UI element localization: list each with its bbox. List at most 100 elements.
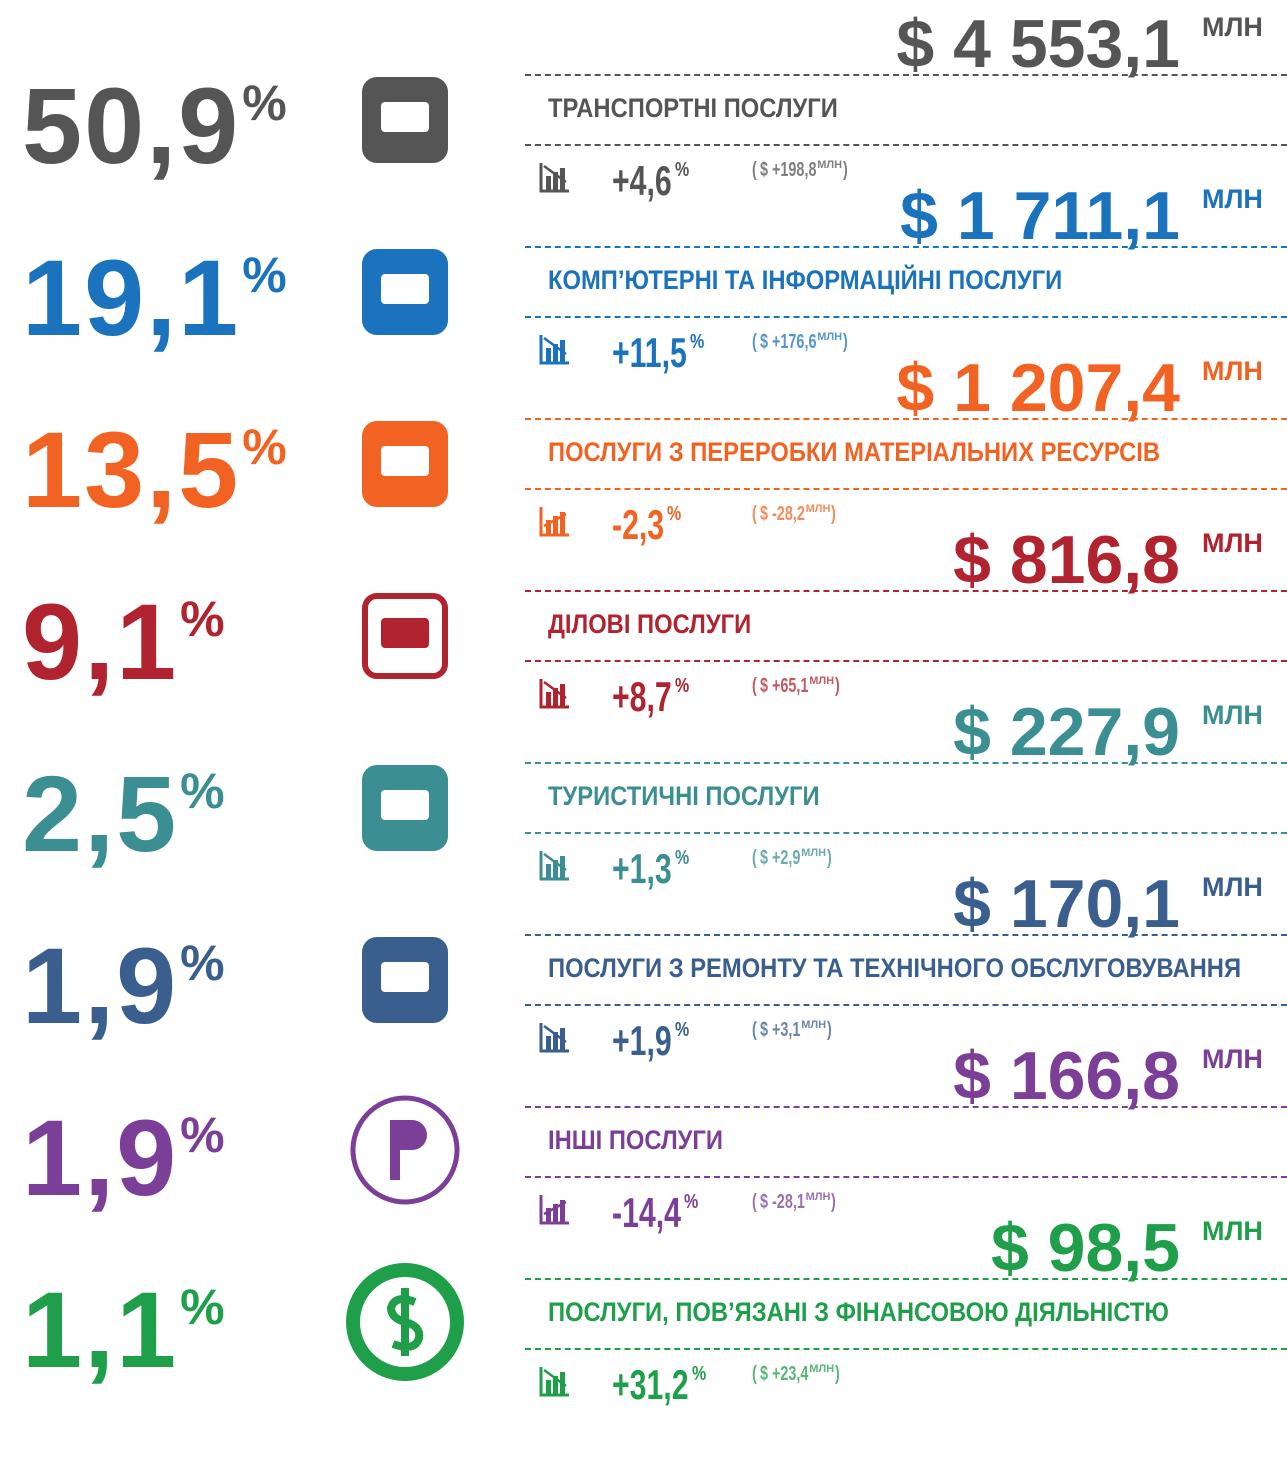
share-value: 9,1 bbox=[22, 581, 179, 702]
trend-icon bbox=[539, 1367, 569, 1397]
trend-icon bbox=[539, 163, 569, 193]
bracket-open: ( bbox=[752, 503, 757, 525]
divider bbox=[525, 590, 1287, 592]
divider bbox=[525, 488, 1287, 490]
bracket-open: ( bbox=[752, 675, 757, 697]
share-value: 1,9 bbox=[22, 925, 179, 1046]
category-icon bbox=[362, 937, 448, 1023]
bracket-close: ) bbox=[827, 1019, 832, 1041]
share-percent-sign: % bbox=[180, 935, 225, 991]
category-name: ТРАНСПОРТНІ ПОСЛУГИ bbox=[548, 93, 838, 123]
share-value: 50,9 bbox=[22, 65, 241, 186]
amount-unit: МЛН bbox=[1202, 1216, 1263, 1246]
share-percent-sign: % bbox=[242, 247, 287, 303]
change-value: +11,5 bbox=[612, 329, 687, 376]
bracket-close: ) bbox=[843, 331, 848, 353]
divider bbox=[525, 934, 1287, 936]
category-name: ПОСЛУГИ З ПЕРЕРОБКИ МАТЕРІАЛЬНИХ РЕСУРСІ… bbox=[548, 437, 1161, 467]
change-percent-sign: % bbox=[689, 331, 705, 353]
divider bbox=[525, 832, 1287, 834]
divider bbox=[525, 144, 1287, 146]
change-percent-sign: % bbox=[674, 1019, 689, 1041]
change-absolute-unit: МЛН bbox=[809, 1363, 835, 1375]
amount-value: $ 4 553,1 bbox=[896, 6, 1180, 82]
divider bbox=[525, 316, 1287, 318]
change-percent-sign: % bbox=[674, 159, 689, 181]
share-percent-sign: % bbox=[180, 1107, 225, 1163]
change-value: -14,4 bbox=[612, 1189, 681, 1236]
change-value: +4,6 bbox=[612, 157, 672, 204]
change-absolute-unit: МЛН bbox=[801, 1019, 827, 1031]
change-value: +1,3 bbox=[612, 845, 672, 892]
divider bbox=[525, 1348, 1287, 1350]
change-absolute: $ +23,4 bbox=[759, 1363, 809, 1385]
amount-unit: МЛН bbox=[1202, 12, 1263, 42]
change-absolute-unit: МЛН bbox=[801, 847, 827, 859]
category-name: ІНШІ ПОСЛУГИ bbox=[548, 1125, 723, 1155]
change-absolute-unit: МЛН bbox=[805, 503, 831, 515]
bracket-close: ) bbox=[835, 1363, 840, 1385]
bracket-open: ( bbox=[752, 1191, 757, 1213]
change-percent-sign: % bbox=[674, 847, 689, 869]
change-absolute: $ -28,1 bbox=[759, 1191, 805, 1213]
amount-value: $ 166,8 bbox=[953, 1038, 1180, 1114]
divider bbox=[525, 1106, 1287, 1108]
bracket-open: ( bbox=[752, 159, 757, 181]
divider bbox=[525, 762, 1287, 764]
divider bbox=[525, 1004, 1287, 1006]
change-value: +1,9 bbox=[612, 1017, 672, 1064]
change-absolute-unit: МЛН bbox=[817, 331, 843, 343]
change-value: +31,2 bbox=[612, 1361, 689, 1408]
divider bbox=[525, 1176, 1287, 1178]
bracket-open: ( bbox=[752, 331, 757, 353]
share-percent-sign: % bbox=[242, 419, 287, 475]
amount-value: $ 227,9 bbox=[953, 694, 1180, 770]
category-name: КОМП’ЮТЕРНІ ТА ІНФОРМАЦІЙНІ ПОСЛУГИ bbox=[548, 265, 1063, 295]
trend-icon bbox=[539, 1023, 569, 1053]
amount-unit: МЛН bbox=[1202, 872, 1263, 902]
share-percent-sign: % bbox=[180, 1279, 225, 1335]
bracket-close: ) bbox=[835, 675, 840, 697]
trend-icon bbox=[539, 851, 569, 881]
share-percent-sign: % bbox=[242, 75, 287, 131]
change-absolute: $ +176,6 bbox=[759, 331, 817, 353]
change-value: -2,3 bbox=[612, 501, 665, 548]
trend-icon bbox=[539, 507, 569, 537]
change-absolute-unit: МЛН bbox=[817, 159, 843, 171]
bracket-close: ) bbox=[831, 1191, 837, 1213]
share-value: 13,5 bbox=[22, 409, 241, 530]
change-absolute-unit: МЛН bbox=[809, 675, 835, 687]
category-icon bbox=[362, 593, 448, 679]
category-icon bbox=[362, 77, 448, 163]
change-percent-sign: % bbox=[683, 1191, 699, 1213]
divider bbox=[525, 660, 1287, 662]
category-icon bbox=[362, 765, 448, 851]
change-absolute: $ +198,8 bbox=[759, 159, 817, 181]
divider bbox=[525, 418, 1287, 420]
bracket-close: ) bbox=[827, 847, 832, 869]
change-absolute: $ +3,1 bbox=[759, 1019, 801, 1041]
share-value: 1,9 bbox=[22, 1097, 179, 1218]
amount-value: $ 170,1 bbox=[953, 866, 1180, 942]
change-absolute: $ +2,9 bbox=[759, 847, 801, 869]
category-icon bbox=[346, 1263, 464, 1381]
category-icon bbox=[350, 1095, 460, 1205]
amount-value: $ 816,8 bbox=[953, 522, 1180, 598]
change-absolute-unit: МЛН bbox=[805, 1191, 831, 1203]
bracket-open: ( bbox=[752, 1363, 757, 1385]
amount-unit: МЛН bbox=[1202, 184, 1263, 214]
bracket-close: ) bbox=[831, 503, 837, 525]
trend-icon bbox=[539, 1195, 569, 1225]
change-absolute: $ -28,2 bbox=[759, 503, 805, 525]
change-percent-sign: % bbox=[674, 675, 689, 697]
share-value: 2,5 bbox=[22, 753, 179, 874]
trend-icon bbox=[539, 335, 569, 365]
divider bbox=[525, 1278, 1287, 1280]
change-absolute: $ +65,1 bbox=[759, 675, 809, 697]
divider bbox=[525, 74, 1287, 76]
category-name: ТУРИСТИЧНІ ПОСЛУГИ bbox=[548, 781, 820, 811]
amount-unit: МЛН bbox=[1202, 528, 1263, 558]
category-icon bbox=[362, 249, 448, 335]
change-value: +8,7 bbox=[612, 673, 672, 720]
